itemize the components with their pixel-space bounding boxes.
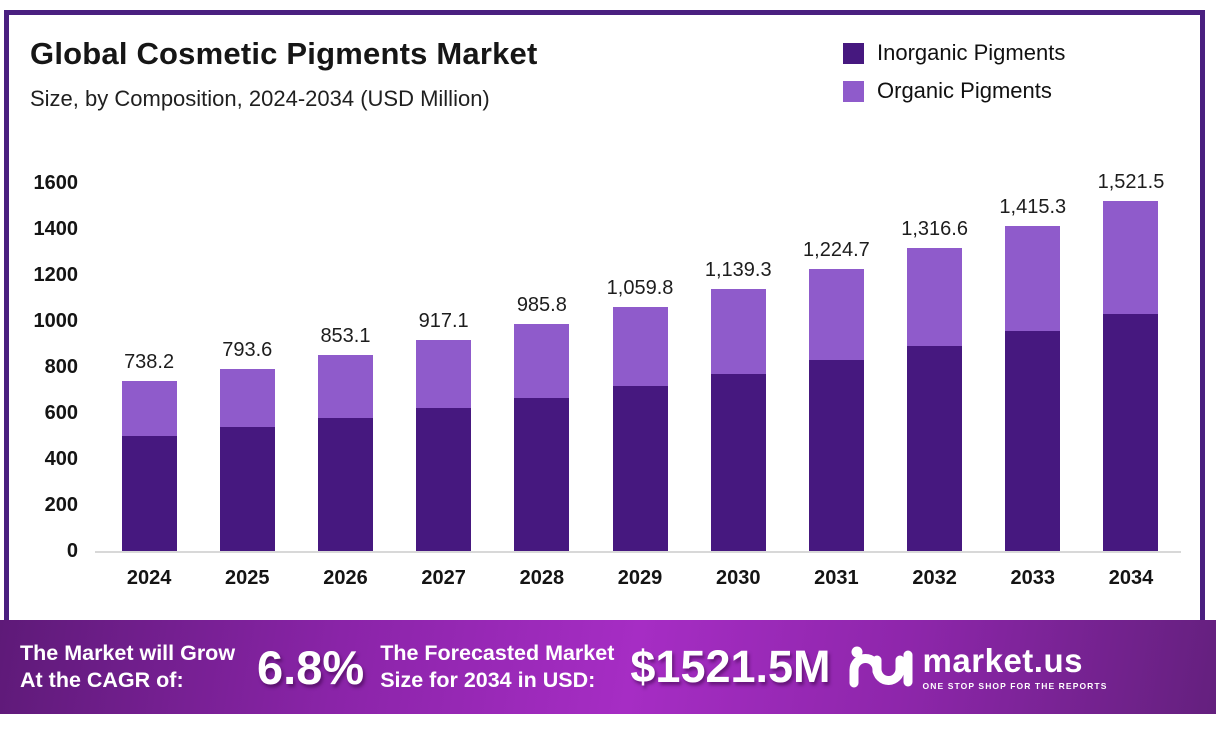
- bar-segment-organic: [1005, 225, 1061, 331]
- bar-segment-inorganic: [514, 397, 570, 551]
- forecast-value: $1521.5M: [630, 641, 831, 692]
- y-tick-label: 1400: [33, 218, 79, 240]
- legend-item-inorganic: Inorganic Pigments: [843, 38, 1065, 68]
- bars-row: 738.2 793.6 853.1 917.1 985.8 1,059.8 1,139.3 1…: [100, 150, 1180, 551]
- y-tick-label: 1000: [33, 310, 79, 332]
- bar-segment-inorganic: [907, 346, 963, 551]
- x-tick-label-2028: 2028: [519, 567, 565, 589]
- bar-segment-inorganic: [121, 436, 177, 551]
- chart-frame-border: [4, 10, 1205, 670]
- bar-segment-organic: [121, 381, 177, 436]
- bar-segment-organic: [710, 289, 766, 374]
- page-title: Global Cosmetic Pigments Market: [30, 36, 538, 71]
- legend-label: Organic Pigments: [877, 78, 1052, 103]
- bar-segment-inorganic: [612, 386, 668, 551]
- y-tick-label: 800: [44, 356, 78, 378]
- x-tick-label-2029: 2029: [617, 567, 663, 589]
- cagr-label-line1: The Market will Grow: [20, 641, 236, 666]
- x-tick-label-2026: 2026: [323, 567, 368, 589]
- bar-segment-inorganic: [1103, 314, 1159, 551]
- cagr-label: The Market will Grow At the CAGR of:: [20, 640, 235, 694]
- marketus-brand: market.us ONE STOP SHOP FOR THE REPORTS: [847, 643, 1108, 691]
- bar-segment-organic: [612, 307, 668, 386]
- bar-segment-organic: [1103, 201, 1159, 315]
- bar-column-2034: 1,521.5: [1082, 150, 1180, 551]
- bar-segment-inorganic: [1005, 330, 1061, 551]
- x-tick-label-2025: 2025: [225, 567, 270, 589]
- bar-column-2031: 1,224.7: [787, 150, 885, 551]
- cagr-value: 6.8%: [257, 640, 365, 694]
- bar-column-2025: 793.6: [198, 150, 296, 551]
- bar-column-2024: 738.2: [100, 150, 198, 551]
- marketus-logo-icon: [849, 646, 913, 688]
- bar-segment-organic: [219, 368, 275, 428]
- bar-column-2030: 1,139.3: [689, 150, 787, 551]
- bar-segment-organic: [514, 324, 570, 398]
- bar-column-2033: 1,415.3: [984, 150, 1082, 551]
- x-tick-label-2030: 2030: [715, 567, 761, 589]
- bar-column-2029: 1,059.8: [591, 150, 689, 551]
- y-tick-label: 1200: [33, 264, 79, 286]
- bar-total-label: 853.1: [320, 324, 371, 347]
- legend-item-organic: Organic Pigments: [843, 76, 1065, 106]
- chart-header: Global Cosmetic Pigments Market Size, by…: [30, 36, 538, 112]
- legend-swatch-inorganic-icon: [843, 42, 864, 64]
- bar-total-label: 1,316.6: [901, 218, 968, 241]
- bar-segment-inorganic: [710, 373, 766, 551]
- chart-legend: Inorganic Pigments Organic Pigments: [843, 38, 1065, 114]
- x-tick-label-2032: 2032: [912, 567, 957, 589]
- cagr-label-line2: At the CAGR of:: [20, 668, 184, 692]
- forecast-label-line2: Size for 2034 in USD:: [380, 668, 596, 692]
- x-tick-label-2034: 2034: [1108, 567, 1154, 589]
- stacked-bar-chart: 0 200 400 600 800 1000 1200 1400 1600 738.2 793.6…: [33, 150, 1181, 590]
- y-tick-label: 400: [44, 448, 78, 470]
- x-tick-label-2033: 2033: [1010, 567, 1056, 589]
- marketus-brand-text: market.us ONE STOP SHOP FOR THE REPORTS: [923, 644, 1108, 691]
- bar-column-2026: 853.1: [296, 150, 394, 551]
- bar-segment-inorganic: [317, 418, 373, 551]
- bar-segment-inorganic: [808, 360, 864, 551]
- legend-label: Inorganic Pigments: [877, 40, 1066, 65]
- bar-total-label: 1,224.7: [803, 239, 870, 262]
- y-tick-label: 600: [44, 402, 78, 424]
- bar-total-label: 985.8: [516, 294, 567, 317]
- bar-total-label: 793.6: [222, 338, 273, 361]
- legend-swatch-organic-icon: [843, 80, 864, 102]
- x-tick-label-2031: 2031: [814, 567, 859, 589]
- marketus-brand-name: market.us: [922, 641, 1083, 679]
- bar-total-label: 1,415.3: [999, 195, 1067, 218]
- x-tick-label-2027: 2027: [421, 567, 466, 589]
- x-tick-label-2024: 2024: [126, 567, 172, 589]
- bar-column-2027: 917.1: [395, 150, 493, 551]
- footer-banner: The Market will Grow At the CAGR of: 6.8…: [0, 620, 1216, 714]
- bar-total-label: 1,521.5: [1097, 171, 1165, 194]
- bar-segment-inorganic: [416, 408, 472, 551]
- bar-total-label: 917.1: [418, 310, 469, 333]
- bar-total-label: 1,059.8: [606, 277, 674, 300]
- y-tick-label: 0: [66, 540, 78, 562]
- x-axis-labels: 2024 2025 2026 2027 2028 2029 2030 2031 2032 2033…: [100, 567, 1180, 590]
- bar-total-label: 738.2: [124, 351, 175, 374]
- bar-segment-inorganic: [219, 427, 275, 551]
- bar-total-label: 1,139.3: [704, 259, 772, 282]
- bar-segment-organic: [808, 269, 864, 361]
- marketus-brand-tagline: ONE STOP SHOP FOR THE REPORTS: [922, 680, 1108, 691]
- bar-segment-organic: [416, 340, 472, 409]
- x-axis-line: [95, 551, 1181, 553]
- bar-segment-organic: [317, 354, 373, 419]
- y-tick-label: 1600: [33, 172, 79, 194]
- y-tick-label: 200: [44, 494, 78, 516]
- forecast-label: The Forecasted Market Size for 2034 in U…: [380, 640, 614, 694]
- page-subtitle: Size, by Composition, 2024-2034 (USD Mil…: [30, 86, 490, 111]
- forecast-label-line1: The Forecasted Market: [380, 641, 615, 666]
- bar-column-2028: 985.8: [493, 150, 591, 551]
- bar-segment-organic: [907, 248, 963, 346]
- bar-column-2032: 1,316.6: [886, 150, 984, 551]
